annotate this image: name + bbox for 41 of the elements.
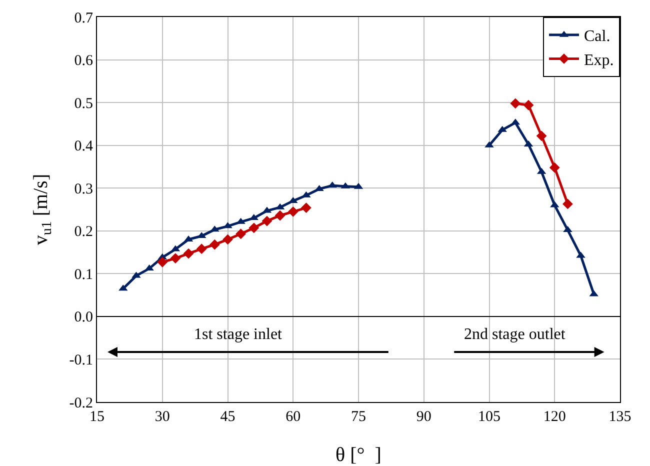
point [274, 210, 286, 221]
point [209, 239, 220, 250]
point [301, 202, 312, 213]
y-tick-label: 0.0 [74, 310, 93, 326]
point [536, 130, 547, 142]
x-tick-label: 30 [154, 409, 170, 425]
x-tick-label: 135 [608, 409, 632, 425]
x-tick-label: 90 [416, 409, 432, 425]
x-tick-label: 45 [220, 409, 236, 425]
point [236, 228, 246, 240]
x-axis-title: θ [° ] [336, 444, 382, 466]
annotation: 2nd stage outlet [464, 326, 566, 343]
y-tick-label: -0.1 [69, 352, 93, 368]
y-tick-label: 0.3 [74, 181, 93, 198]
point [262, 216, 272, 226]
y-tick-label: 0.2 [74, 224, 93, 240]
point [183, 248, 194, 259]
y-tick-label: -0.2 [69, 395, 93, 412]
legend-label: Exp. [584, 52, 614, 69]
point [170, 253, 181, 264]
x-tick-label: 120 [543, 409, 566, 425]
x-tick-label: 15 [90, 409, 104, 425]
point [510, 98, 521, 109]
point [157, 256, 168, 268]
x-tick-label: 75 [351, 409, 366, 425]
point [196, 244, 207, 254]
point [248, 222, 260, 234]
legend-label: Cal. [584, 28, 610, 46]
y-tick-label: 0.6 [74, 53, 94, 70]
point [562, 198, 573, 210]
point [549, 162, 560, 173]
point [222, 234, 233, 245]
point [523, 100, 534, 110]
y-tick-label: 0.4 [74, 138, 94, 155]
y-tick-label: 0.1 [74, 266, 93, 283]
annotation: 1st stage inlet [194, 326, 283, 343]
y-tick-label: 0.5 [74, 96, 93, 112]
x-tick-label: 60 [286, 409, 301, 425]
x-tick-label: 105 [478, 409, 500, 425]
point [288, 206, 298, 217]
y-tick-label: 0.7 [74, 10, 94, 26]
